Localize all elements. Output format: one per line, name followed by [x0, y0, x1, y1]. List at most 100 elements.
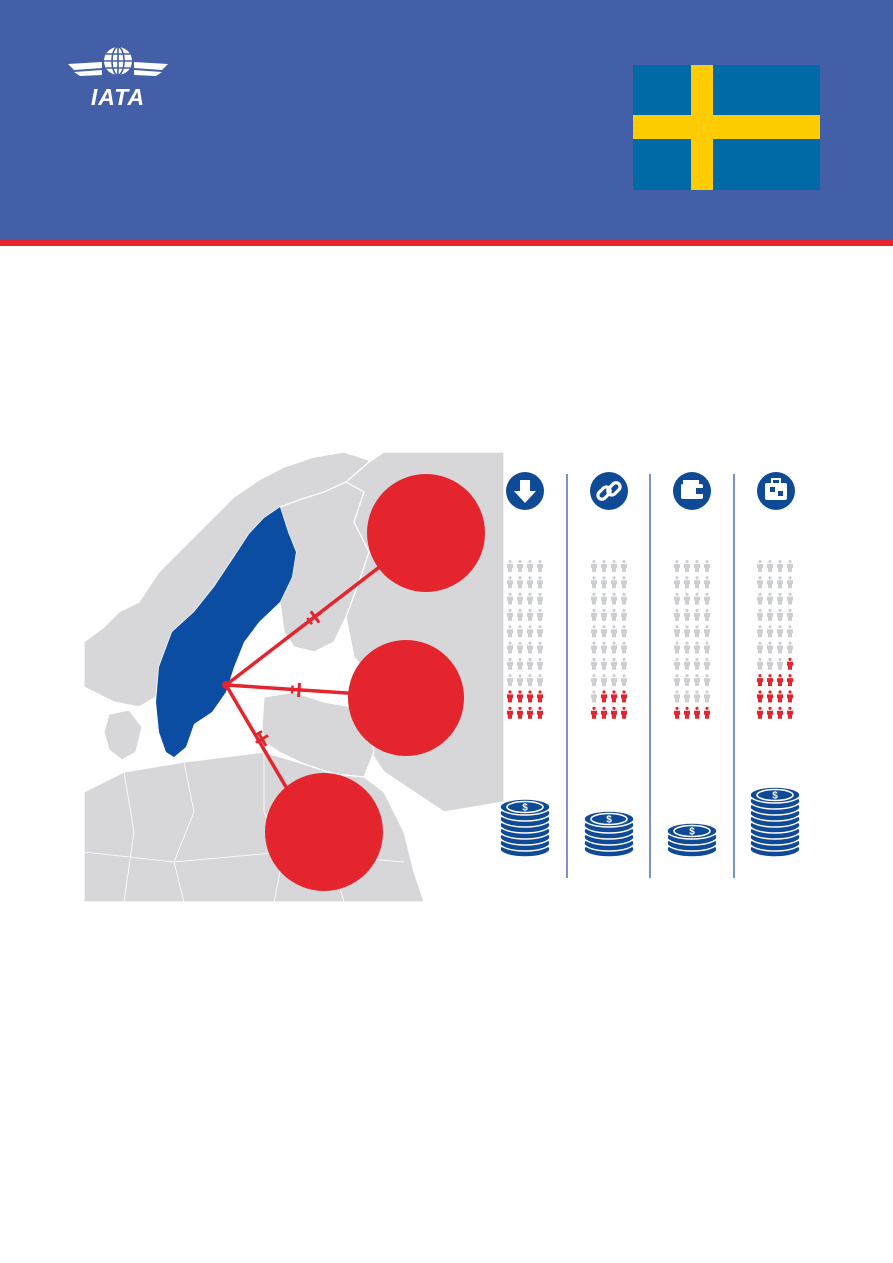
person-icon — [611, 608, 617, 621]
person-icon — [757, 592, 763, 605]
person-icon — [527, 657, 533, 670]
coin-stacks: $ $ $ $ — [499, 786, 801, 858]
dollar-icon: $ — [606, 815, 612, 826]
person-icon — [694, 592, 700, 605]
person-icon — [684, 690, 690, 703]
person-icon — [507, 625, 513, 638]
person-icon — [591, 690, 597, 703]
person-icon — [601, 608, 607, 621]
person-icon-highlighted — [777, 674, 783, 687]
person-icon — [537, 625, 543, 638]
person-icon — [527, 625, 533, 638]
person-icon — [694, 608, 700, 621]
wallet-icon — [673, 472, 711, 510]
person-icon-highlighted — [757, 674, 763, 687]
person-icon — [694, 576, 700, 589]
person-icon-highlighted — [507, 690, 513, 703]
person-icon-highlighted — [507, 706, 513, 719]
person-icon — [674, 641, 680, 654]
route-line-north — [224, 563, 384, 687]
person-icon-highlighted — [591, 706, 597, 719]
people-pictograms — [507, 560, 793, 719]
person-icon — [601, 674, 607, 687]
person-icon-highlighted — [684, 706, 690, 719]
person-icon — [767, 560, 773, 572]
person-icon — [787, 608, 793, 621]
person-icon — [537, 560, 543, 572]
person-icon — [704, 657, 710, 670]
person-icon — [611, 657, 617, 670]
person-icon — [527, 608, 533, 621]
person-icon — [777, 625, 783, 638]
flag-cross-horizontal — [633, 115, 820, 139]
person-icon — [507, 592, 513, 605]
person-icon — [694, 690, 700, 703]
person-icon — [601, 625, 607, 638]
person-icon-highlighted — [777, 706, 783, 719]
person-icon — [507, 657, 513, 670]
person-icon — [757, 576, 763, 589]
person-icon — [787, 560, 793, 572]
person-icon — [704, 641, 710, 654]
person-icon — [704, 608, 710, 621]
origin-marker — [222, 681, 230, 689]
person-icon — [684, 592, 690, 605]
person-icon — [757, 641, 763, 654]
person-icon — [777, 592, 783, 605]
person-icon-highlighted — [757, 690, 763, 703]
person-icon — [621, 657, 627, 670]
person-icon — [507, 576, 513, 589]
person-icon — [601, 592, 607, 605]
destination-bubble-north — [367, 474, 485, 592]
person-icon — [777, 576, 783, 589]
person-icon — [537, 576, 543, 589]
person-icon — [757, 608, 763, 621]
denmark-land — [103, 709, 143, 761]
person-icon — [767, 592, 773, 605]
person-icon — [527, 641, 533, 654]
person-icon — [674, 592, 680, 605]
person-icon — [621, 625, 627, 638]
person-icon — [507, 560, 513, 572]
person-icon-highlighted — [517, 690, 523, 703]
person-icon — [591, 608, 597, 621]
person-icon-highlighted — [527, 690, 533, 703]
person-icon — [507, 641, 513, 654]
person-icon-highlighted — [757, 706, 763, 719]
person-icon-highlighted — [787, 674, 793, 687]
person-icon — [507, 608, 513, 621]
person-icon — [591, 625, 597, 638]
person-icon-highlighted — [787, 690, 793, 703]
logo-text: IATA — [90, 84, 146, 110]
person-icon-highlighted — [767, 690, 773, 703]
person-icon — [621, 560, 627, 572]
person-icon — [527, 576, 533, 589]
person-icon — [777, 560, 783, 572]
person-icon — [621, 592, 627, 605]
person-icon — [527, 592, 533, 605]
luggage-icon — [757, 472, 795, 510]
person-icon — [684, 674, 690, 687]
plane-icon — [254, 730, 269, 747]
person-icon — [767, 657, 773, 670]
person-icon — [757, 657, 763, 670]
person-icon — [537, 608, 543, 621]
person-icon-highlighted — [694, 706, 700, 719]
person-icon — [517, 674, 523, 687]
person-icon — [527, 674, 533, 687]
person-icon — [591, 576, 597, 589]
person-icon — [777, 657, 783, 670]
person-icon — [674, 674, 680, 687]
person-icon — [704, 625, 710, 638]
person-icon — [611, 576, 617, 589]
person-icon — [601, 576, 607, 589]
person-icon — [611, 674, 617, 687]
person-icon-highlighted — [527, 706, 533, 719]
person-icon — [694, 625, 700, 638]
dollar-icon: $ — [522, 803, 528, 814]
coin-top-ring — [756, 788, 794, 802]
person-icon-highlighted — [621, 690, 627, 703]
sweden-flag — [633, 65, 820, 190]
person-icon — [537, 592, 543, 605]
person-icon — [537, 641, 543, 654]
